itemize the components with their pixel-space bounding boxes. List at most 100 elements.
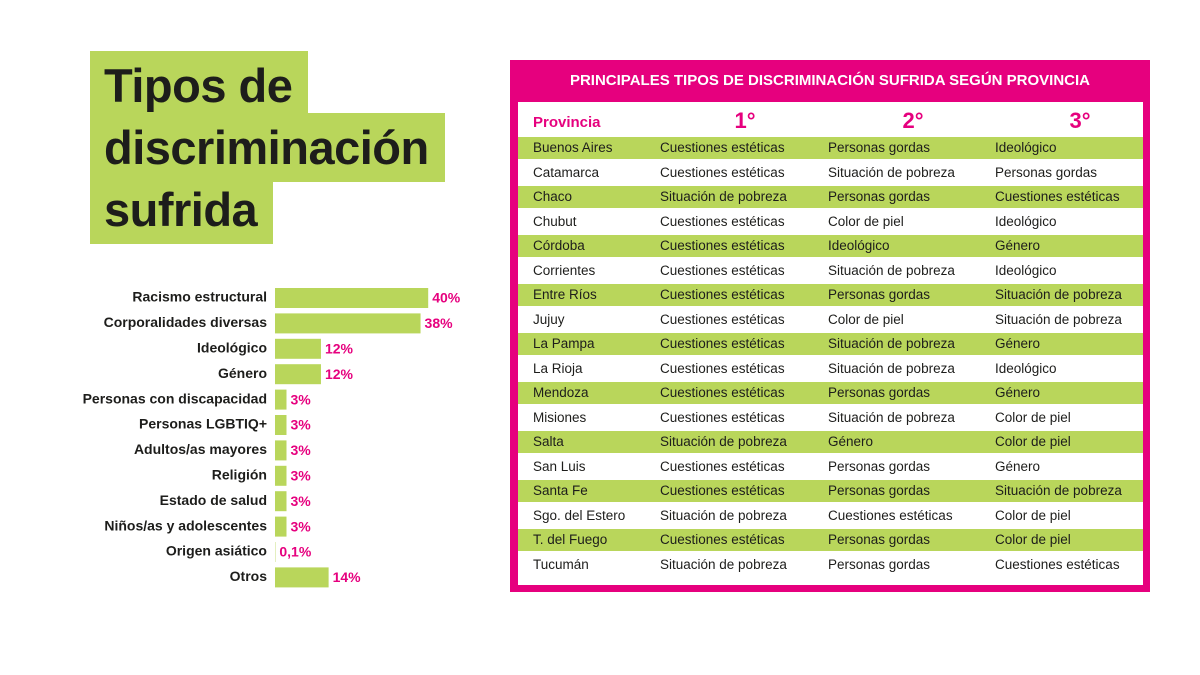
value-label: 38%	[425, 315, 454, 331]
table-cell: Género	[995, 238, 1041, 253]
chart-title-text: Tipos de discriminación sufrida	[90, 51, 445, 244]
table-cell: Cuestiones estéticas	[828, 507, 953, 523]
table-row: La Pampa Cuestiones estéticas Situación de…	[518, 333, 1143, 355]
bar	[275, 491, 287, 512]
table-cell: Cuestiones estéticas	[660, 385, 785, 400]
value-label: 0,1%	[279, 544, 311, 560]
chart-title: Tipos de discriminación sufrida	[90, 51, 475, 244]
table-cell: Jujuy	[533, 311, 565, 327]
table-cell: Cuestiones estéticas	[660, 238, 785, 253]
table-cell: Cuestiones estéticas	[660, 532, 785, 547]
table-row: Jujuy Cuestiones estéticas Color de piel Si…	[518, 309, 1143, 331]
table-row: Misiones Cuestiones estéticas Situación de…	[518, 407, 1143, 429]
table-cell: Cuestiones estéticas	[660, 213, 785, 229]
table-cell: Catamarca	[533, 164, 600, 180]
table-cell: Situación de pobreza	[828, 409, 955, 425]
table-cell: Situación de pobreza	[828, 262, 955, 278]
value-label: 3%	[290, 417, 311, 433]
table-row: Santa Fe Cuestiones estéticas Personas gor…	[518, 480, 1143, 502]
table-cell: Género	[995, 385, 1041, 400]
table-cell: Personas gordas	[828, 189, 931, 204]
bar	[275, 465, 287, 486]
table-cell: La Rioja	[533, 360, 583, 376]
table-cell: Ideológico	[995, 360, 1057, 376]
table-cell: Situación de pobreza	[995, 311, 1122, 327]
table-cell: Cuestiones estéticas	[660, 262, 785, 278]
category-label: Corporalidades diversas	[104, 314, 268, 330]
table-row: Entre Ríos Cuestiones estéticas Personas g…	[518, 284, 1143, 306]
table-cell: Cuestiones estéticas	[660, 409, 785, 425]
bar	[275, 440, 287, 461]
category-label: Niños/as y adolescentes	[104, 517, 267, 533]
table-row: T. del Fuego Cuestiones estéticas Personas…	[518, 529, 1143, 551]
table-cell: Personas gordas	[828, 385, 931, 400]
table-cell: Situación de pobreza	[828, 360, 955, 376]
bar	[275, 364, 321, 385]
table-row: Mendoza Cuestiones estéticas Personas gord…	[518, 382, 1143, 404]
table-cell: Cuestiones estéticas	[660, 458, 785, 474]
bar	[275, 567, 329, 588]
table-cell: Ideológico	[828, 238, 890, 253]
table-row: Corrientes Cuestiones estéticas Situación …	[518, 260, 1143, 282]
table: Provincia 1° 2° 3° Buenos Aires Cuestiones es…	[518, 102, 1143, 585]
category-label: Otros	[230, 568, 268, 584]
table-cell: Cuestiones estéticas	[660, 311, 785, 327]
table-row: Chubut Cuestiones estéticas Color de piel I…	[518, 211, 1143, 233]
table-cell: Personas gordas	[828, 483, 931, 498]
category-label: Estado de salud	[160, 492, 267, 508]
table-cell: Entre Ríos	[533, 287, 597, 302]
table-cell: Tucumán	[533, 556, 589, 572]
value-label: 3%	[290, 442, 311, 458]
category-label: Personas LGBTIQ+	[139, 416, 267, 432]
table-cell: Situación de pobreza	[660, 189, 787, 204]
table-cell: Personas gordas	[828, 287, 931, 302]
table-row: Tucumán Situación de pobreza Personas gord…	[518, 554, 1143, 576]
value-label: 3%	[290, 493, 311, 509]
table-row: La Rioja Cuestiones estéticas Situación de…	[518, 358, 1143, 380]
table-cell: Cuestiones estéticas	[660, 164, 785, 180]
column-header: 3°	[1069, 108, 1091, 133]
table-cell: Cuestiones estéticas	[660, 336, 785, 351]
table-cell: Ideológico	[995, 140, 1057, 155]
bar	[275, 415, 287, 435]
table-cell: Género	[828, 434, 874, 449]
category-label: Racismo estructural	[132, 289, 267, 305]
table-cell: Ideológico	[995, 213, 1057, 229]
table-cell: Personas gordas	[995, 164, 1098, 180]
table-cell: Situación de pobreza	[660, 556, 787, 572]
table-cell: Cuestiones estéticas	[995, 556, 1120, 572]
table-cell: Color de piel	[995, 532, 1071, 547]
table-cell: San Luis	[533, 458, 586, 474]
category-label: Ideológico	[197, 340, 267, 356]
table-cell: Corrientes	[533, 262, 596, 278]
table-cell: Personas gordas	[828, 140, 931, 155]
table-cell: Córdoba	[533, 238, 585, 253]
table-cell: Sgo. del Estero	[533, 507, 626, 523]
bar	[275, 338, 321, 359]
category-label: Género	[218, 365, 267, 381]
table-cell: Salta	[533, 434, 564, 449]
table-cell: Personas gordas	[828, 556, 931, 572]
table-cell: Color de piel	[828, 213, 904, 229]
bar	[275, 389, 287, 410]
value-label: 3%	[290, 391, 311, 407]
table-cell: Cuestiones estéticas	[660, 287, 785, 302]
table-cell: Misiones	[533, 409, 587, 425]
table-cell: Ideológico	[995, 262, 1057, 278]
table-cell: Color de piel	[828, 311, 904, 327]
table-cell: Situación de pobreza	[995, 287, 1122, 302]
table-cell: Personas gordas	[828, 532, 931, 547]
category-label: Origen asiático	[166, 543, 267, 559]
table-cell: Color de piel	[995, 409, 1071, 425]
category-label: Adultos/as mayores	[134, 441, 267, 457]
value-label: 40%	[432, 290, 461, 306]
table-row: San Luis Cuestiones estéticas Personas gor…	[518, 456, 1143, 478]
table-cell: Buenos Aires	[533, 140, 613, 155]
bar	[275, 313, 421, 334]
table-cell: Santa Fe	[533, 483, 588, 498]
table-panel: PRINCIPALES TIPOS DE DISCRIMINACIÓN SUFR…	[510, 60, 1150, 592]
table-cell: Situación de pobreza	[660, 507, 787, 523]
table-cell: Cuestiones estéticas	[660, 140, 785, 155]
bar	[275, 288, 429, 308]
table-cell: Cuestiones estéticas	[995, 189, 1120, 204]
